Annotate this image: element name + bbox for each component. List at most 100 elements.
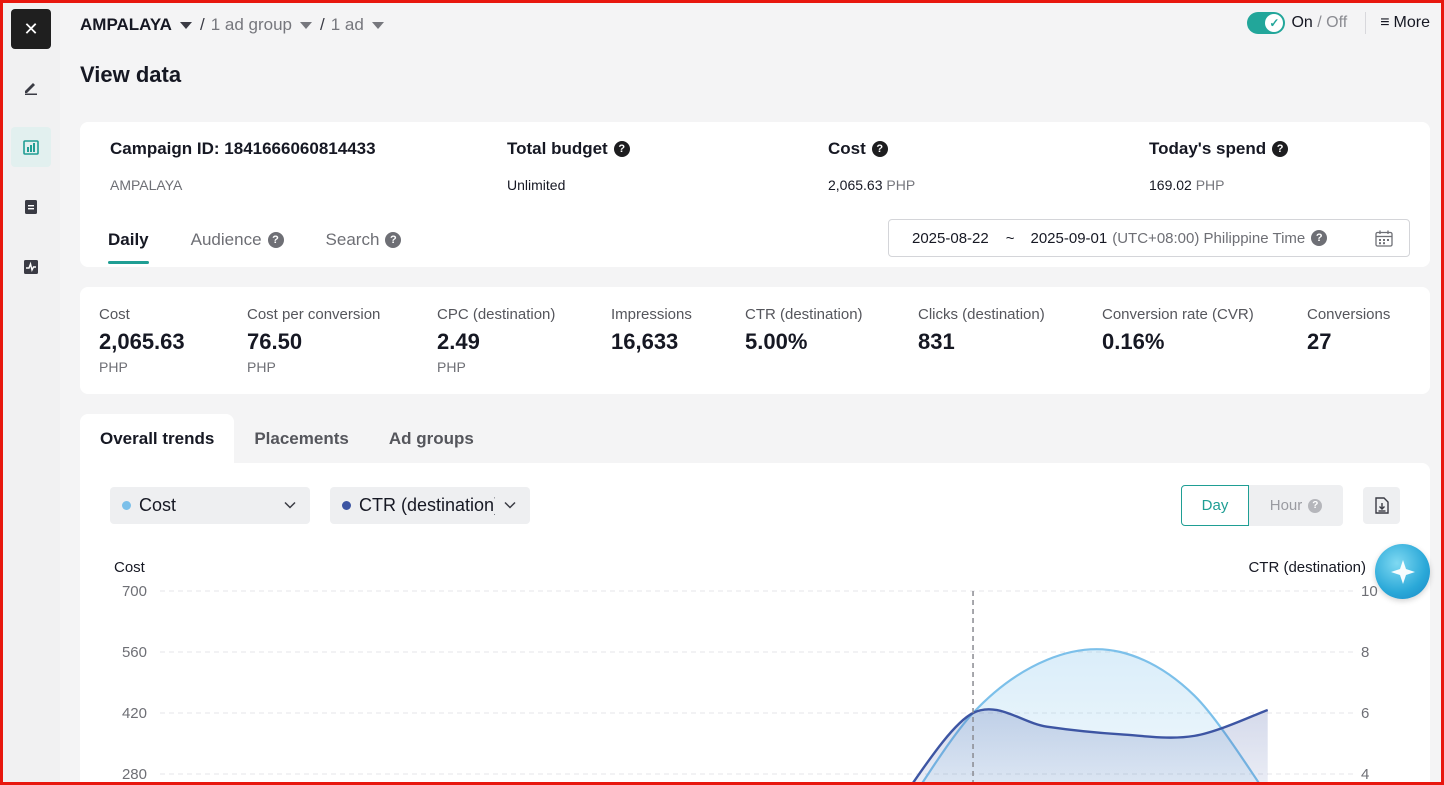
- tab-placements[interactable]: Placements: [234, 414, 369, 464]
- metric-label: Conversions: [1307, 306, 1391, 323]
- close-button[interactable]: ✕: [11, 9, 51, 49]
- metric-value: 5.00%: [745, 329, 808, 354]
- metric-value: 2,065.63: [99, 329, 185, 354]
- todays-spend-section: Today's spend ? 169.02 PHP: [1149, 139, 1289, 193]
- metric-impressions[interactable]: Impressions 16,633: [611, 306, 692, 355]
- download-icon: [1374, 497, 1389, 514]
- on-off-toggle[interactable]: ✓: [1247, 12, 1286, 34]
- series-line-2: [910, 708, 1269, 785]
- metric-label: Clicks (destination): [918, 306, 1045, 323]
- caret-down-icon: [299, 21, 312, 29]
- cost-label: Cost: [828, 139, 866, 158]
- metric-label: Impressions: [611, 306, 692, 323]
- right-tick-label: 10: [1361, 583, 1378, 600]
- tab-audience-label: Audience: [190, 230, 262, 249]
- todays-spend-unit: PHP: [1195, 177, 1225, 193]
- breadcrumb-campaign[interactable]: AMPALAYA: [80, 15, 192, 35]
- document-icon[interactable]: [11, 187, 51, 227]
- left-tick-label: 700: [122, 583, 147, 600]
- check-icon: ✓: [1265, 14, 1284, 32]
- help-icon[interactable]: ?: [267, 232, 284, 248]
- metric-label: CTR (destination): [745, 306, 863, 323]
- left-axis-title: Cost: [114, 559, 146, 576]
- help-icon[interactable]: ?: [385, 232, 402, 248]
- help-icon[interactable]: ?: [871, 141, 888, 157]
- metric2-select[interactable]: CTR (destination): [330, 487, 530, 524]
- hour-button[interactable]: Hour ?: [1249, 485, 1343, 526]
- metric-cpc[interactable]: CPC (destination) 2.49 PHP: [437, 306, 555, 375]
- total-budget-value: Unlimited: [507, 177, 566, 193]
- cost-header: Cost ?: [828, 139, 915, 159]
- breadcrumb-separator: /: [199, 15, 205, 34]
- help-icon[interactable]: ?: [1311, 230, 1328, 246]
- todays-spend-label: Today's spend: [1149, 139, 1267, 158]
- metric-cvr[interactable]: Conversion rate (CVR) 0.16%: [1102, 306, 1254, 355]
- series-color-dot: [122, 501, 131, 510]
- campaign-id-section: Campaign ID: 1841666060814433 AMPALAYA: [110, 139, 376, 193]
- download-button[interactable]: [1363, 487, 1400, 524]
- top-right-controls: ✓ On / Off ≡ More: [1247, 12, 1430, 34]
- help-icon[interactable]: ?: [1308, 498, 1323, 513]
- breadcrumb-ad-label: 1 ad: [330, 15, 364, 34]
- breadcrumb-ad-group[interactable]: 1 ad group: [211, 15, 312, 35]
- tab-audience[interactable]: Audience ?: [191, 230, 284, 264]
- ai-assistant-button[interactable]: [1375, 544, 1430, 599]
- help-icon[interactable]: ?: [1272, 141, 1289, 157]
- date-separator: ~: [1005, 229, 1015, 247]
- metric-cost-per-conversion[interactable]: Cost per conversion 76.50 PHP: [247, 306, 380, 375]
- metric-unit: PHP: [247, 359, 276, 375]
- on-label: On: [1291, 14, 1313, 31]
- activity-icon[interactable]: [11, 247, 51, 287]
- campaign-summary-card: Campaign ID: 1841666060814433 AMPALAYA T…: [80, 122, 1430, 267]
- day-button-label: Day: [1201, 497, 1229, 514]
- cost-amount: 2,065.63: [828, 177, 883, 193]
- metric-value: 16,633: [611, 329, 679, 354]
- tab-overall-trends-label: Overall trends: [100, 429, 215, 448]
- series-area-2: [911, 709, 1268, 785]
- metric-label: Cost: [99, 306, 130, 323]
- date-range-picker[interactable]: 2025-08-22 ~ 2025-09-01 (UTC+08:00) Phil…: [888, 219, 1410, 257]
- right-axis-title: CTR (destination): [1248, 559, 1366, 576]
- chart-icon[interactable]: [11, 127, 51, 167]
- trend-chart-card: Cost CTR (destination) Day Hour ? Cost C…: [80, 463, 1430, 785]
- breadcrumb-ad[interactable]: 1 ad: [331, 15, 384, 35]
- tab-ad-groups-label: Ad groups: [388, 429, 474, 448]
- cost-section: Cost ? 2,065.63 PHP: [828, 139, 915, 193]
- metric-clicks[interactable]: Clicks (destination) 831: [918, 306, 1045, 355]
- breadcrumb-separator: /: [319, 15, 325, 34]
- day-button[interactable]: Day: [1181, 485, 1249, 526]
- help-icon[interactable]: ?: [613, 141, 630, 157]
- breadcrumb: AMPALAYA / 1 ad group / 1 ad: [80, 10, 384, 40]
- edit-icon[interactable]: [11, 67, 51, 107]
- tab-placements-label: Placements: [254, 429, 349, 448]
- on-off-label: On / Off: [1291, 14, 1347, 32]
- more-button[interactable]: ≡ More: [1380, 14, 1430, 32]
- right-tick-label: 8: [1361, 644, 1369, 661]
- metric-conversions[interactable]: Conversions 27: [1307, 306, 1390, 355]
- trend-chart[interactable]: Cost CTR (destination) 700 10 560 8 420 6 280 4: [80, 463, 1430, 785]
- metric-value: 27: [1307, 329, 1332, 354]
- tab-ad-groups[interactable]: Ad groups: [369, 414, 494, 464]
- breadcrumb-campaign-label: AMPALAYA: [80, 15, 172, 34]
- tab-overall-trends[interactable]: Overall trends: [80, 414, 235, 464]
- metric2-select-value: CTR (destination): [359, 495, 495, 515]
- metric-unit: PHP: [437, 359, 466, 375]
- more-label: More: [1393, 14, 1430, 31]
- left-rail: ✕: [3, 3, 60, 782]
- left-tick-label: 280: [122, 766, 147, 783]
- total-budget-header: Total budget ?: [507, 139, 630, 159]
- metric-label: Cost per conversion: [247, 306, 381, 323]
- calendar-icon: [1375, 230, 1393, 247]
- metric-ctr[interactable]: CTR (destination) 5.00%: [745, 306, 863, 355]
- on-off-separator: /: [1317, 14, 1322, 31]
- tab-daily[interactable]: Daily: [108, 230, 149, 264]
- metrics-card: Cost 2,065.63 PHP Cost per conversion 76…: [80, 287, 1430, 394]
- metric-cost[interactable]: Cost 2,065.63 PHP: [99, 306, 185, 375]
- metric-label: CPC (destination): [437, 306, 556, 323]
- page-title: View data: [80, 62, 182, 87]
- granularity-switch: Day Hour ?: [1181, 485, 1343, 526]
- tab-search[interactable]: Search ?: [326, 230, 402, 264]
- metric1-select[interactable]: Cost: [110, 487, 310, 524]
- metric-unit: PHP: [99, 359, 128, 375]
- metric-value: 76.50: [247, 329, 303, 354]
